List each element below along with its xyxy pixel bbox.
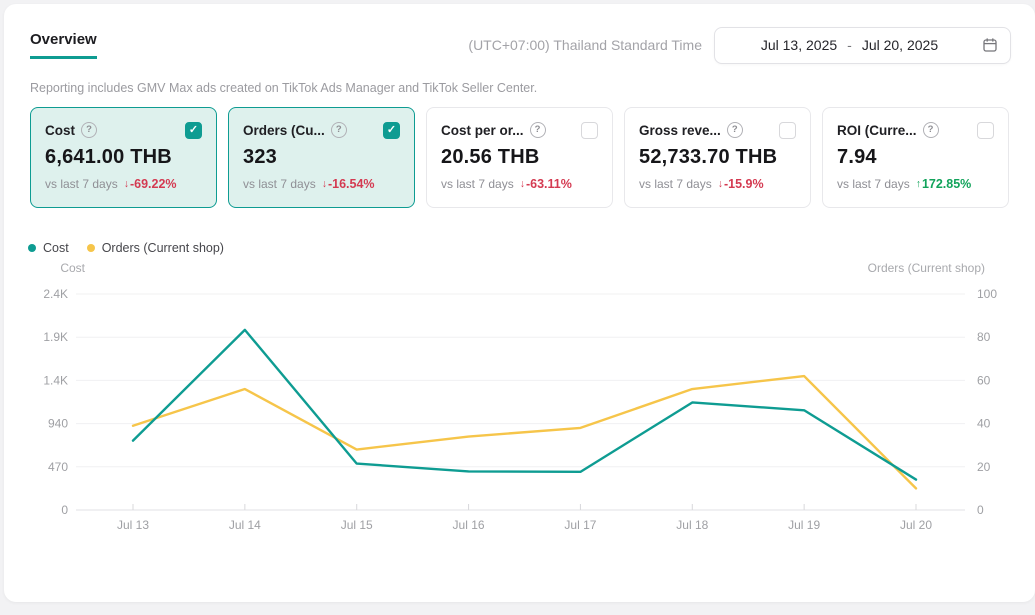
help-icon[interactable]: ? bbox=[529, 122, 546, 138]
metric-card-title: Orders (Cu... bbox=[243, 122, 325, 138]
header-right-group: (UTC+07:00) Thailand Standard Time Jul 1… bbox=[468, 26, 1011, 64]
calendar-icon bbox=[982, 37, 998, 53]
metric-card-title: Cost bbox=[45, 122, 75, 138]
timezone-label: (UTC+07:00) Thailand Standard Time bbox=[468, 37, 702, 53]
metric-card-title: Cost per or... bbox=[441, 122, 524, 138]
change-percent: -15.9% bbox=[723, 177, 764, 191]
x-axis-label: Jul 17 bbox=[564, 518, 596, 532]
change-percent: 172.85% bbox=[921, 177, 972, 191]
metric-card-cost[interactable]: Cost ? ✓ 6,641.00 THB vs last 7 days ↓ -6… bbox=[30, 107, 217, 208]
metric-card-title: Gross reve... bbox=[639, 122, 721, 138]
metric-card-cost-per-order[interactable]: Cost per or... ? ✓ 20.56 THB vs last 7 d… bbox=[426, 107, 613, 208]
left-axis-tick: 0 bbox=[61, 503, 68, 517]
x-axis-label: Jul 20 bbox=[900, 518, 932, 532]
help-icon[interactable]: ? bbox=[726, 122, 743, 138]
metric-value: 323 bbox=[243, 146, 277, 168]
legend-label: Orders (Current shop) bbox=[101, 241, 224, 255]
legend-item-orders[interactable]: Orders (Current shop) bbox=[86, 241, 224, 255]
date-range-start: Jul 13, 2025 bbox=[760, 37, 838, 53]
compare-label: vs last 7 days bbox=[45, 177, 118, 191]
metric-checkbox[interactable]: ✓ bbox=[581, 121, 598, 139]
left-axis-tick: 1.9K bbox=[43, 330, 68, 344]
metric-checkbox[interactable]: ✓ bbox=[185, 121, 202, 139]
cost-line bbox=[131, 328, 918, 481]
right-axis-title: Orders (Current shop) bbox=[868, 261, 985, 275]
compare-label: vs last 7 days bbox=[639, 177, 712, 191]
right-axis-tick: 80 bbox=[977, 330, 991, 344]
help-icon[interactable]: ? bbox=[330, 122, 347, 138]
metric-card-title: ROI (Curre... bbox=[837, 122, 917, 138]
legend-label: Cost bbox=[43, 241, 69, 255]
metric-value: 20.56 THB bbox=[441, 146, 540, 168]
tab-overview[interactable]: Overview bbox=[30, 31, 97, 59]
orders-line bbox=[131, 374, 918, 490]
trend-arrow-icon: ↓ bbox=[519, 178, 525, 190]
x-axis-label: Jul 16 bbox=[453, 518, 485, 532]
check-icon: ✓ bbox=[188, 123, 199, 136]
header-row: Overview (UTC+07:00) Thailand Standard T… bbox=[30, 24, 1011, 66]
chart-legend: Cost Orders (Current shop) bbox=[28, 241, 224, 255]
left-axis-tick: 940 bbox=[48, 417, 68, 431]
trend-arrow-icon: ↓ bbox=[321, 178, 327, 190]
metric-card-roi[interactable]: ROI (Curre... ? ✓ 7.94 vs last 7 days ↑1… bbox=[822, 107, 1009, 208]
right-axis-tick: 100 bbox=[977, 287, 997, 301]
metric-card-orders[interactable]: Orders (Cu... ? ✓ 323 vs last 7 days ↓ -1… bbox=[228, 107, 415, 208]
trend-arrow-icon: ↑ bbox=[915, 178, 921, 190]
overview-panel: Overview (UTC+07:00) Thailand Standard T… bbox=[4, 4, 1035, 602]
x-axis-label: Jul 13 bbox=[117, 518, 149, 532]
reporting-note: Reporting includes GMV Max ads created o… bbox=[30, 81, 538, 95]
right-axis-tick: 20 bbox=[977, 460, 991, 474]
date-range-separator: - bbox=[847, 37, 852, 53]
legend-item-cost[interactable]: Cost bbox=[28, 241, 69, 255]
right-axis-tick: 60 bbox=[977, 373, 991, 387]
legend-dot-orders bbox=[86, 244, 95, 252]
metric-checkbox[interactable]: ✓ bbox=[779, 121, 796, 139]
date-range-picker[interactable]: Jul 13, 2025 - Jul 20, 2025 bbox=[714, 26, 1011, 64]
change-percent: -69.22% bbox=[129, 177, 177, 191]
compare-label: vs last 7 days bbox=[441, 177, 514, 191]
x-axis-label: Jul 18 bbox=[676, 518, 708, 532]
metric-card-gross-revenue[interactable]: Gross reve... ? ✓ 52,733.70 THB vs last … bbox=[624, 107, 811, 208]
metric-value: 6,641.00 THB bbox=[45, 146, 172, 168]
change-percent: -16.54% bbox=[327, 177, 375, 191]
left-axis-tick: 2.4K bbox=[43, 287, 68, 301]
left-axis-title: Cost bbox=[60, 261, 85, 275]
legend-dot-cost bbox=[28, 244, 36, 252]
metric-value: 52,733.70 THB bbox=[639, 146, 778, 168]
x-axis-label: Jul 19 bbox=[788, 518, 820, 532]
left-axis-tick: 470 bbox=[48, 460, 68, 474]
metric-checkbox[interactable]: ✓ bbox=[383, 121, 400, 139]
x-axis-label: Jul 15 bbox=[341, 518, 373, 532]
left-axis-tick: 1.4K bbox=[43, 373, 68, 387]
change-percent: -63.11% bbox=[525, 177, 572, 191]
overview-chart-svg: 0 470 940 1.4K 1.9K 2.4K 0 20 40 60 80 100 Cost Order… bbox=[43, 261, 997, 532]
metric-cards-row: Cost ? ✓ 6,641.00 THB vs last 7 days ↓ -6… bbox=[30, 107, 1009, 208]
compare-label: vs last 7 days bbox=[837, 177, 910, 191]
x-axis-label: Jul 14 bbox=[229, 518, 261, 532]
compare-label: vs last 7 days bbox=[243, 177, 316, 191]
help-icon[interactable]: ? bbox=[922, 122, 939, 138]
right-axis-tick: 40 bbox=[977, 417, 991, 431]
right-axis-tick: 0 bbox=[977, 503, 984, 517]
overview-chart: 0 470 940 1.4K 1.9K 2.4K 0 20 40 60 80 100 Cost Order… bbox=[4, 258, 1035, 558]
help-icon[interactable]: ? bbox=[81, 122, 97, 138]
date-range-end: Jul 20, 2025 bbox=[861, 37, 939, 53]
metric-checkbox[interactable]: ✓ bbox=[977, 121, 994, 139]
check-icon: ✓ bbox=[386, 123, 397, 136]
trend-arrow-icon: ↓ bbox=[717, 178, 723, 190]
trend-arrow-icon: ↓ bbox=[123, 178, 129, 190]
metric-value: 7.94 bbox=[837, 146, 877, 168]
